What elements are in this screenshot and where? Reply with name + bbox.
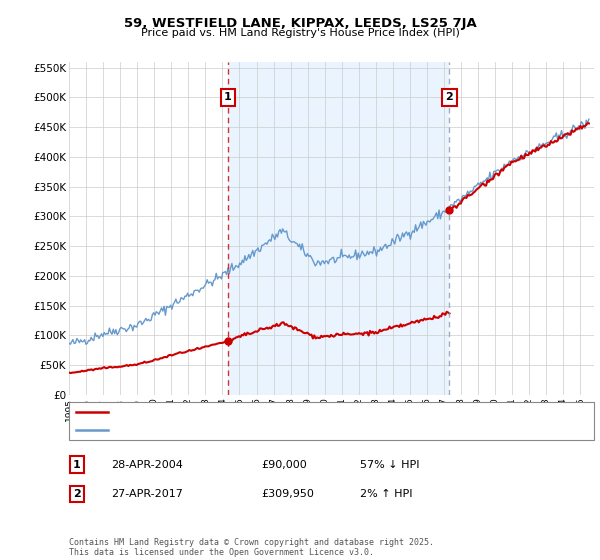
Text: 28-APR-2004: 28-APR-2004 <box>111 460 183 470</box>
Text: £309,950: £309,950 <box>261 489 314 499</box>
Text: 57% ↓ HPI: 57% ↓ HPI <box>360 460 419 470</box>
Bar <box>228 62 449 395</box>
Text: £90,000: £90,000 <box>261 460 307 470</box>
Text: HPI: Average price, detached house, Leeds: HPI: Average price, detached house, Leed… <box>111 425 334 435</box>
Text: 2% ↑ HPI: 2% ↑ HPI <box>360 489 413 499</box>
Text: 1: 1 <box>73 460 80 470</box>
Text: 27-APR-2017: 27-APR-2017 <box>111 489 183 499</box>
Text: 2: 2 <box>73 489 80 499</box>
Text: 1: 1 <box>224 92 232 102</box>
Text: 59, WESTFIELD LANE, KIPPAX, LEEDS, LS25 7JA (detached house): 59, WESTFIELD LANE, KIPPAX, LEEDS, LS25 … <box>111 407 450 417</box>
Text: Contains HM Land Registry data © Crown copyright and database right 2025.
This d: Contains HM Land Registry data © Crown c… <box>69 538 434 557</box>
Text: 59, WESTFIELD LANE, KIPPAX, LEEDS, LS25 7JA: 59, WESTFIELD LANE, KIPPAX, LEEDS, LS25 … <box>124 17 476 30</box>
Text: Price paid vs. HM Land Registry's House Price Index (HPI): Price paid vs. HM Land Registry's House … <box>140 28 460 38</box>
Text: 2: 2 <box>446 92 454 102</box>
